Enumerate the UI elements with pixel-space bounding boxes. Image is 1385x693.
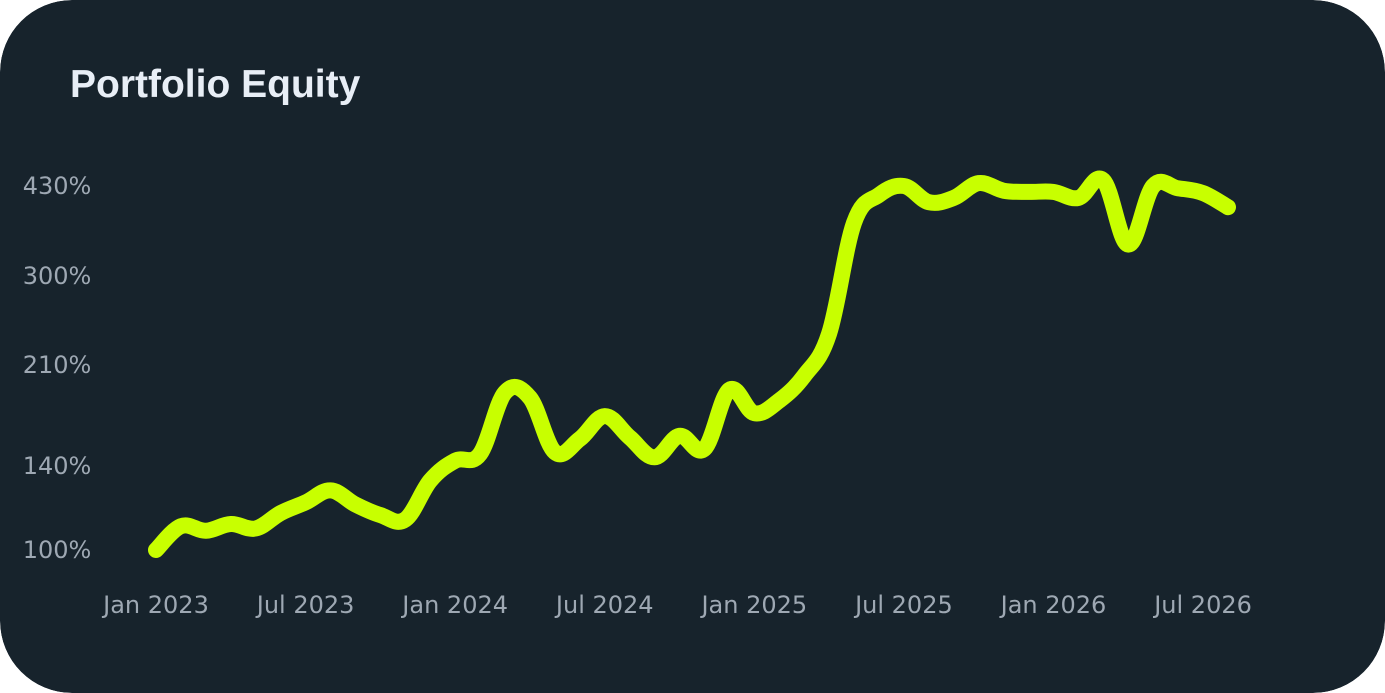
x-tick-label: Jan 2025: [699, 591, 807, 619]
x-tick-label: Jul 2023: [255, 591, 355, 619]
y-tick-label: 300%: [23, 262, 92, 290]
y-axis: 100% 140% 210% 300% 430%: [23, 172, 92, 564]
x-tick-label: Jul 2024: [554, 591, 654, 619]
y-tick-label: 140%: [23, 452, 92, 480]
y-tick-label: 430%: [23, 172, 92, 200]
y-tick-label: 100%: [23, 536, 92, 564]
x-tick-label: Jul 2026: [1152, 591, 1252, 619]
equity-series-line: [148, 170, 1236, 558]
x-axis: Jan 2023 Jul 2023 Jan 2024 Jul 2024 Jan 2025…: [101, 591, 1252, 619]
x-tick-label: Jan 2026: [999, 591, 1107, 619]
x-tick-label: Jan 2024: [400, 591, 508, 619]
chart-title: Portfolio Equity: [70, 63, 361, 106]
x-tick-label: Jan 2023: [101, 591, 209, 619]
y-tick-label: 210%: [23, 351, 92, 379]
x-tick-label: Jul 2025: [853, 591, 953, 619]
